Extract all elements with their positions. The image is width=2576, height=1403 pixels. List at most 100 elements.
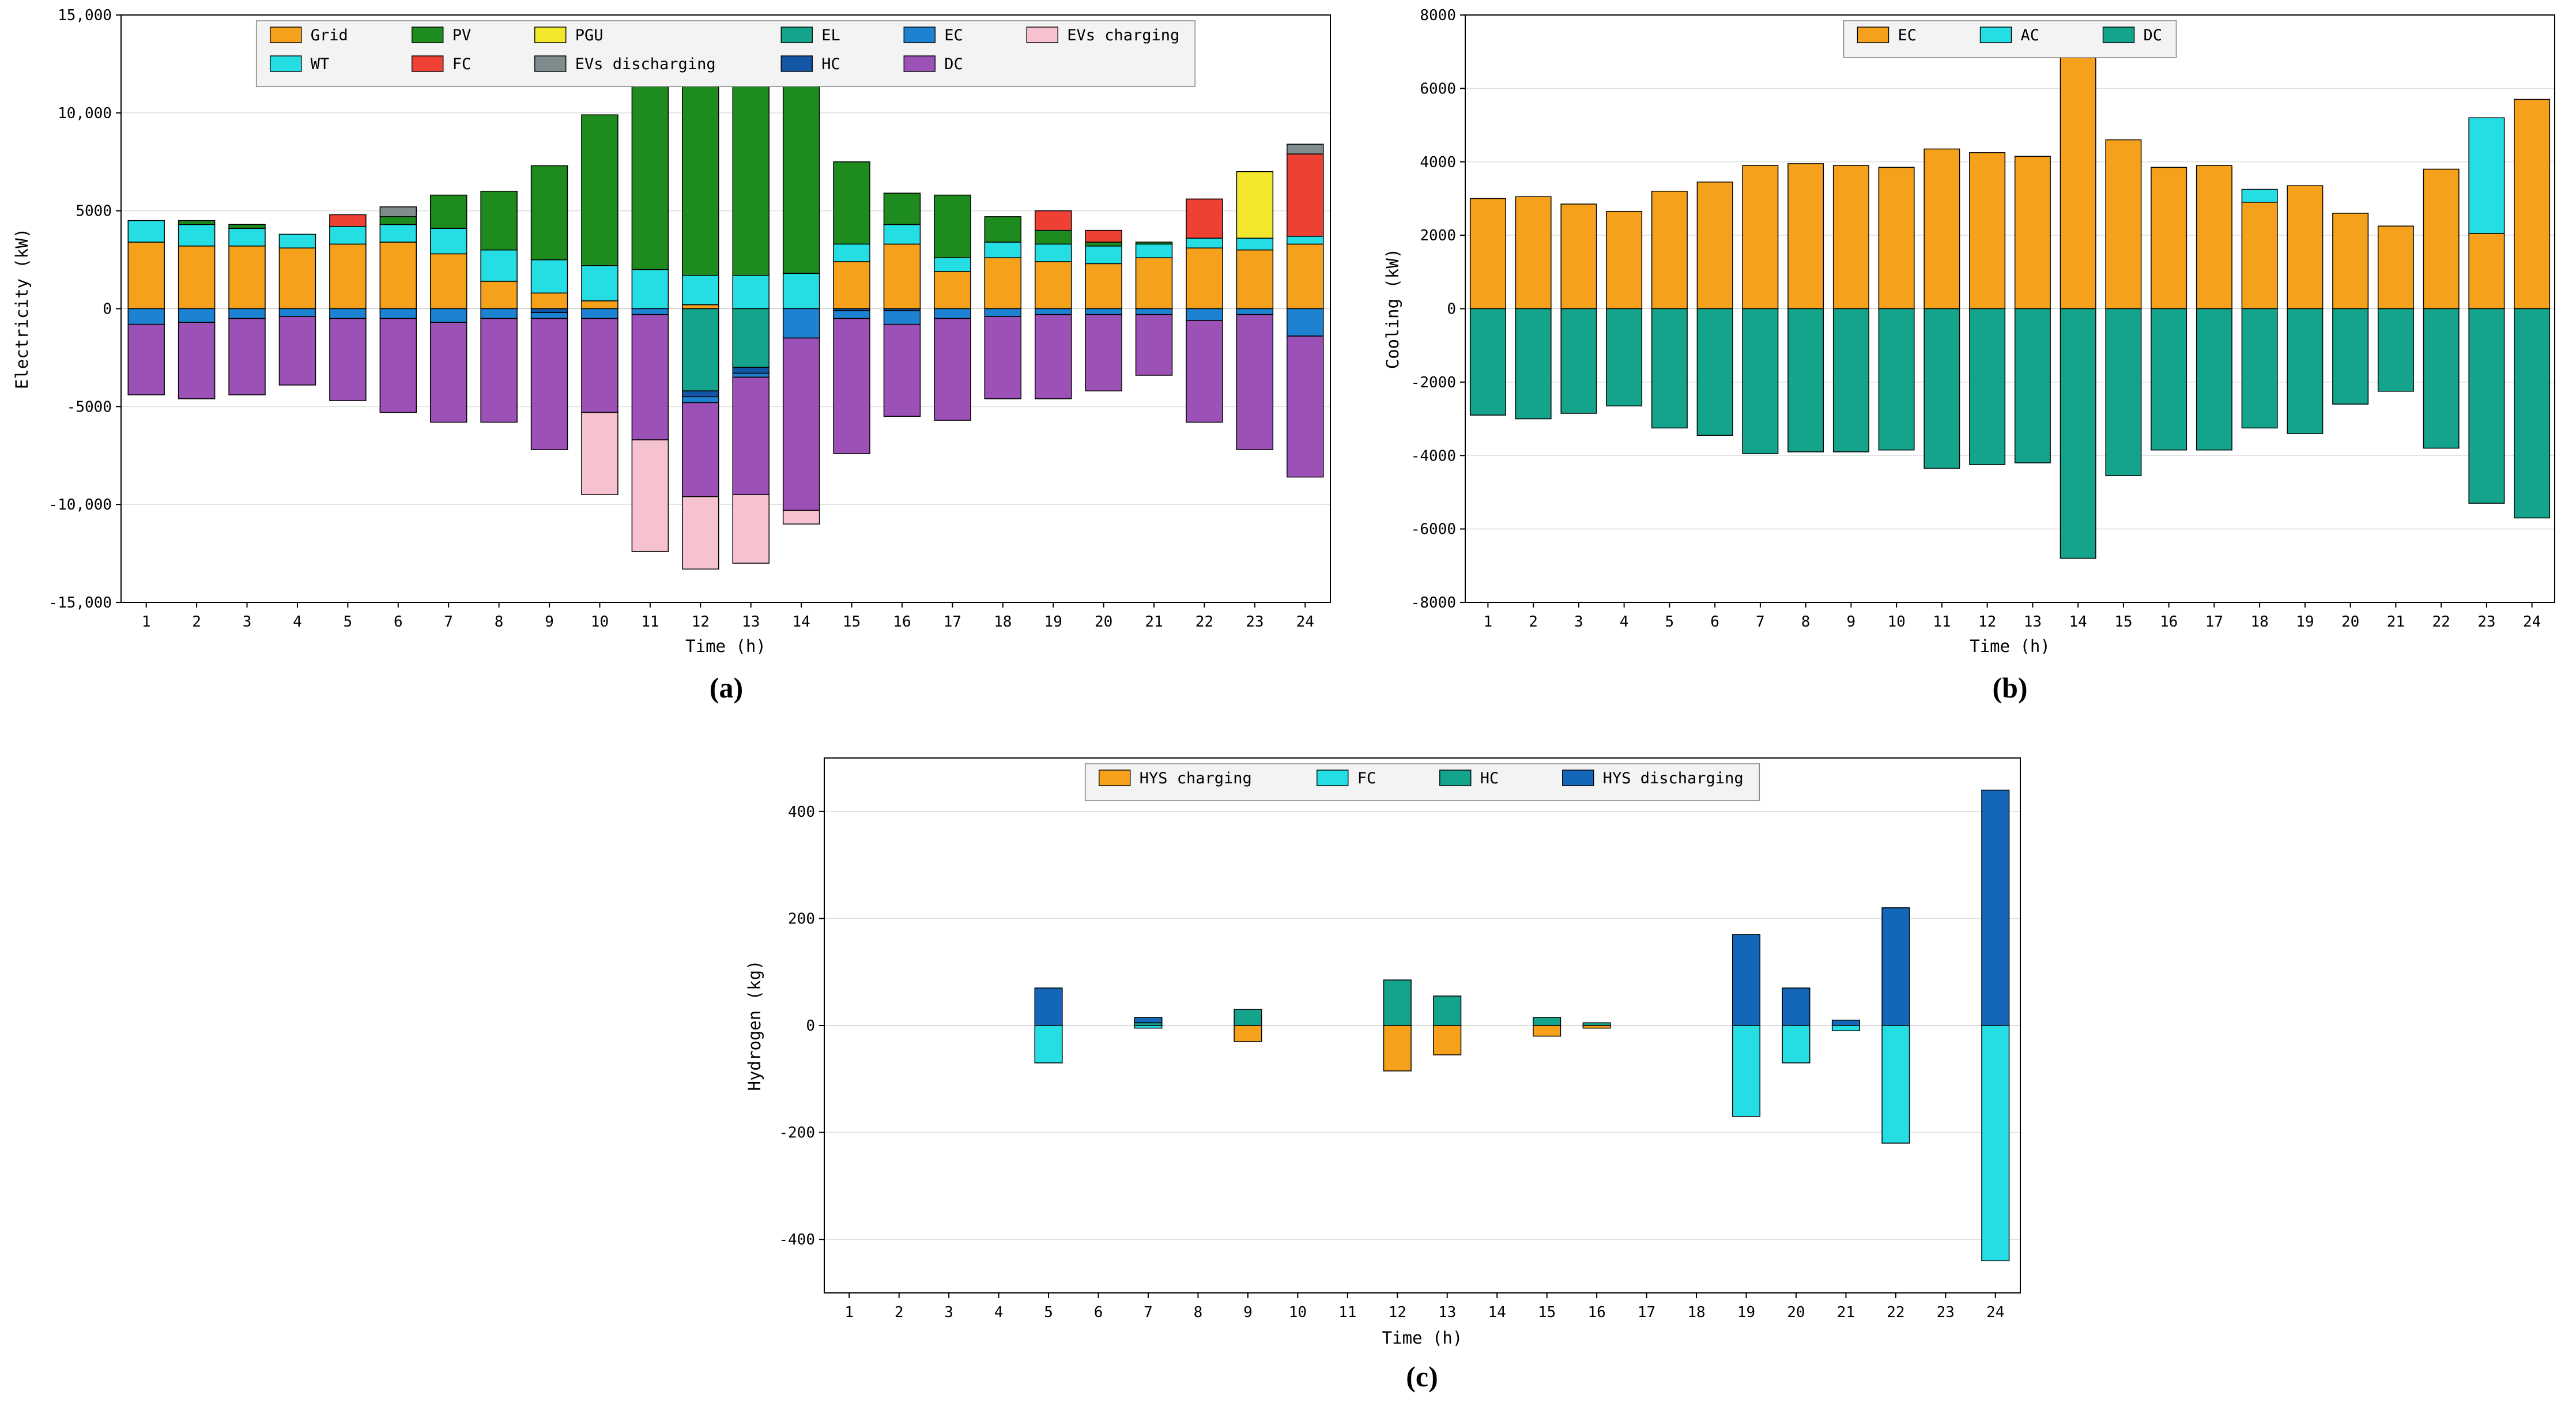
- bar-segment: [278, 316, 316, 386]
- bar-segment: [1234, 1025, 1262, 1042]
- bar-segment: [732, 494, 770, 564]
- bar-segment: [1383, 979, 1412, 1026]
- bar-segment: [581, 114, 618, 266]
- bar-segment: [1383, 1025, 1412, 1072]
- x-tick-label: 9: [1847, 613, 1856, 631]
- bar-segment: [1034, 229, 1072, 245]
- bar-segment: [127, 308, 165, 325]
- bar-segment: [480, 281, 518, 310]
- bar-segment: [2196, 308, 2232, 451]
- bar-segment: [127, 323, 165, 395]
- legend-item: EVs charging: [1026, 27, 1179, 44]
- x-tick-label: 15: [843, 613, 861, 631]
- x-tick-label: 14: [1488, 1304, 1506, 1321]
- bar-segment: [833, 261, 870, 310]
- bar-segment: [934, 194, 971, 258]
- y-tick-label: 0: [806, 1017, 815, 1035]
- bar-segment: [1034, 314, 1072, 399]
- legend-item: DC: [2102, 27, 2162, 44]
- bar-segment: [1782, 1025, 1811, 1063]
- bar-segment: [1085, 314, 1122, 391]
- x-tick-label: 21: [1837, 1304, 1855, 1321]
- bar-segment: [1732, 934, 1761, 1026]
- y-axis: -8000 -6000 -4000 -2000 0 2000 4000 6000 8000: [1411, 7, 1465, 612]
- x-tick-label: 9: [1243, 1304, 1253, 1321]
- bars: [1034, 789, 2010, 1262]
- x-tick-label: 12: [692, 613, 710, 631]
- x-tick-label: 5: [1665, 613, 1674, 631]
- bar-segment: [833, 310, 870, 319]
- bar-segment: [1606, 308, 1643, 407]
- bar-segment: [480, 318, 518, 423]
- bar-segment: [1085, 308, 1122, 315]
- bar-segment: [732, 376, 770, 495]
- y-axis: -400 -200 0 200 400: [779, 804, 824, 1249]
- x-axis: 1 2 3 4 5 6 7 8 9 10 11 12 13 14 15 16 17 18 19 20 21 22 23 24: [844, 1293, 2004, 1321]
- bar-segment: [2287, 185, 2324, 310]
- bar-segment: [732, 367, 770, 374]
- bar-segment: [732, 275, 770, 310]
- bar-segment: [1034, 210, 1072, 231]
- bar-segment: [178, 246, 216, 310]
- bar-segment: [429, 253, 467, 310]
- x-tick-label: 6: [394, 613, 403, 631]
- x-tick-label: 20: [1787, 1304, 1805, 1321]
- x-tick-label: 11: [1933, 613, 1951, 631]
- legend-label: EVs discharging: [575, 55, 716, 73]
- bar-segment: [2377, 225, 2414, 310]
- bar-segment: [127, 220, 165, 243]
- x-tick-label: 20: [1095, 613, 1112, 631]
- bar-segment: [127, 242, 165, 310]
- bar-segment: [480, 190, 518, 251]
- bar-segment: [1287, 236, 1324, 245]
- bar-segment: [1186, 247, 1223, 310]
- x-tick-label: 18: [1687, 1304, 1705, 1321]
- bar-segment: [631, 67, 669, 270]
- bar-segment: [2105, 308, 2142, 477]
- bar-segment: [631, 308, 669, 315]
- bar-segment: [2468, 308, 2505, 504]
- x-tick-label: 22: [1887, 1304, 1904, 1321]
- bar-segment: [1433, 995, 1462, 1026]
- bar-segment: [2332, 213, 2369, 310]
- bar-segment: [429, 322, 467, 423]
- bar-segment: [1186, 308, 1223, 321]
- bar-segment: [984, 316, 1022, 399]
- bar-segment: [379, 216, 417, 225]
- legend-item: PV: [412, 27, 471, 44]
- bar-segment: [1878, 167, 1915, 310]
- bar-segment: [178, 224, 216, 247]
- x-axis-label: Time (h): [1382, 1328, 1463, 1348]
- x-tick-label: 22: [2432, 613, 2450, 631]
- panel-label-c: (c): [1406, 1360, 1438, 1393]
- legend-item: EVs discharging: [534, 55, 716, 73]
- bar-segment: [782, 273, 820, 310]
- legend-swatch: [270, 55, 302, 72]
- bar-segment: [228, 318, 266, 395]
- bar-segment: [1533, 1017, 1562, 1026]
- bar-segment: [732, 308, 770, 368]
- bar-segment: [1582, 1025, 1611, 1029]
- x-tick-label: 5: [344, 613, 353, 631]
- x-tick-label: 13: [1438, 1304, 1456, 1321]
- x-tick-label: 20: [2341, 613, 2359, 631]
- bar-segment: [833, 161, 870, 245]
- bar-segment: [2014, 308, 2051, 463]
- bar-segment: [883, 193, 921, 225]
- legend-item: AC: [1979, 27, 2039, 44]
- y-tick-label: 0: [103, 301, 112, 318]
- bar-segment: [2468, 117, 2505, 234]
- legend-swatch: [1439, 770, 1472, 786]
- x-tick-label: 8: [1194, 1304, 1203, 1321]
- bar-segment: [178, 308, 216, 323]
- legend-item: PGU: [534, 27, 604, 44]
- bar-segment: [782, 308, 820, 339]
- y-tick-label: 8000: [1420, 7, 1456, 24]
- x-tick-label: 14: [2069, 613, 2087, 631]
- x-tick-label: 19: [2296, 613, 2314, 631]
- bar-segment: [682, 304, 719, 310]
- bar-segment: [732, 51, 770, 276]
- x-tick-label: 12: [1978, 613, 1996, 631]
- bar-segment: [178, 220, 216, 225]
- bar-segment: [1034, 308, 1072, 315]
